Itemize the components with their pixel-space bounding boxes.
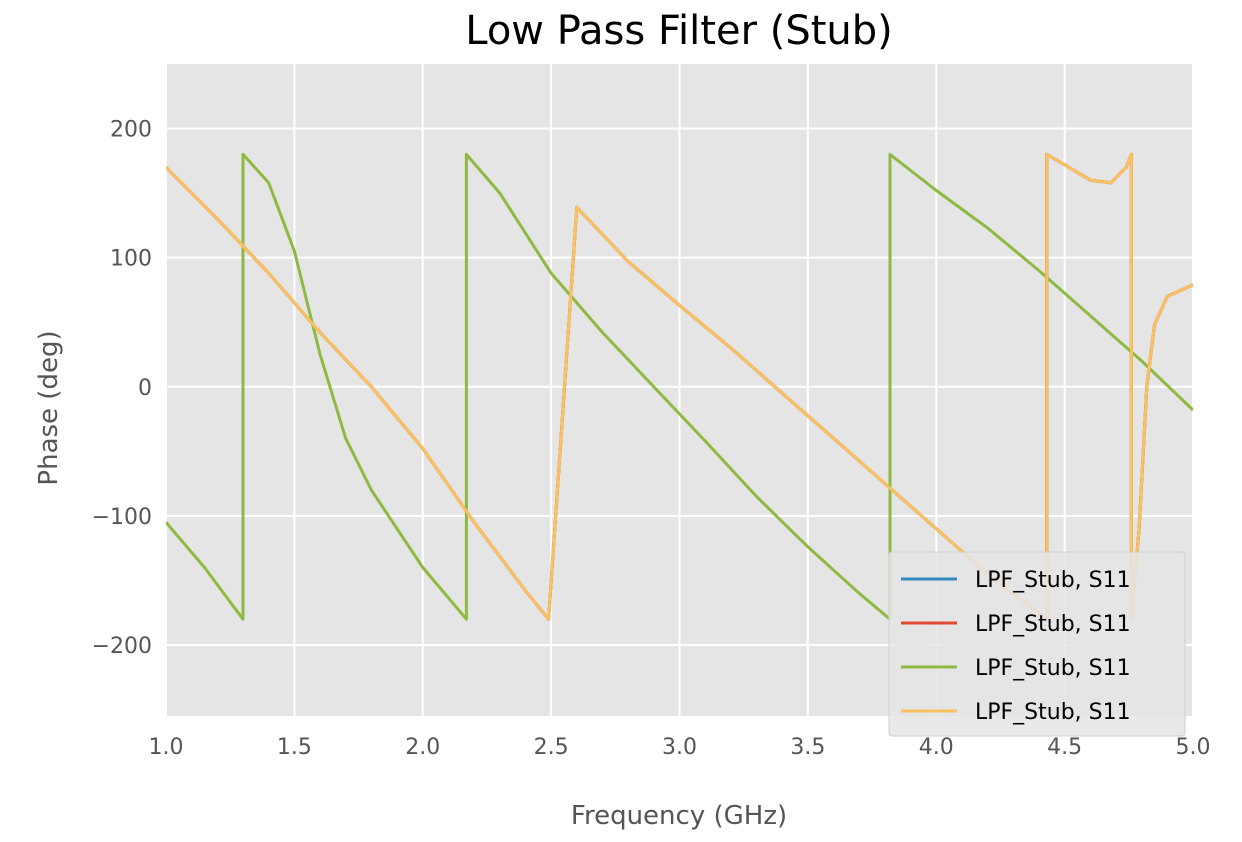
x-tick-label: 4.0 [919, 735, 954, 760]
y-tick-labels: 200 100 0 −100 −200 [92, 118, 152, 659]
y-tick-label: 200 [110, 118, 152, 143]
y-axis-label: Phase (deg) [34, 330, 64, 485]
x-tick-labels: 1.0 1.5 2.0 2.5 3.0 3.5 4.0 4.5 5.0 [149, 735, 1211, 760]
x-tick-label: 3.0 [662, 735, 697, 760]
x-tick-label: 3.5 [790, 735, 825, 760]
y-tick-label: −100 [92, 505, 152, 530]
y-tick-label: −200 [92, 634, 152, 659]
x-tick-label: 4.5 [1047, 735, 1082, 760]
legend-label: LPF_Stub, S11 [975, 568, 1131, 593]
x-tick-label: 1.5 [277, 735, 312, 760]
x-tick-label: 1.0 [149, 735, 184, 760]
y-tick-label: 100 [110, 247, 152, 272]
series-layer [166, 152, 1193, 621]
legend-box [888, 551, 1186, 737]
x-tick-label: 2.0 [405, 735, 440, 760]
x-tick-label: 5.0 [1176, 735, 1211, 760]
series-line-3 [166, 152, 1193, 621]
x-axis-label: Frequency (GHz) [571, 801, 787, 831]
chart-title: Low Pass Filter (Stub) [465, 8, 893, 54]
legend: LPF_Stub, S11 LPF_Stub, S11 LPF_Stub, S11 L… [888, 551, 1186, 737]
legend-label: LPF_Stub, S11 [975, 700, 1131, 725]
x-tick-label: 2.5 [534, 735, 569, 760]
series-line-4 [166, 152, 1193, 621]
legend-label: LPF_Stub, S11 [975, 612, 1131, 637]
legend-label: LPF_Stub, S11 [975, 656, 1131, 681]
y-tick-label: 0 [138, 376, 152, 401]
